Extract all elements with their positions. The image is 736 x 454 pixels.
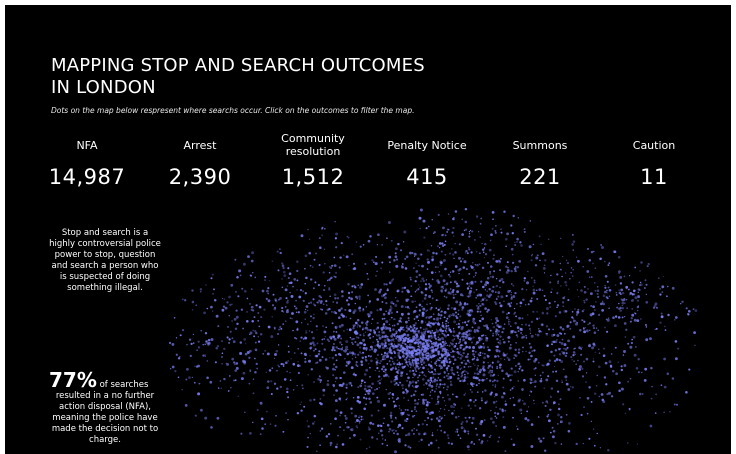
dashboard-frame: MAPPING STOP AND SEARCH OUTCOMES IN LONDO… xyxy=(5,5,731,454)
outcome-arrest[interactable]: Arrest 2,390 xyxy=(145,129,255,190)
outcome-caution[interactable]: Caution 11 xyxy=(599,129,709,190)
outcome-value: 221 xyxy=(519,165,561,189)
stop-and-search-description: Stop and search is a highly controversia… xyxy=(49,228,161,293)
outcome-label: Summons xyxy=(512,138,568,152)
outcome-value: 415 xyxy=(406,165,448,189)
outcome-value: 14,987 xyxy=(48,165,126,189)
london-dot-map[interactable] xyxy=(165,200,705,454)
nfa-percentage-explanation: resulted in a no further action disposal… xyxy=(51,391,159,445)
nfa-percentage: 77% xyxy=(49,368,97,392)
outcome-value: 11 xyxy=(640,165,668,189)
outcome-label: NFA xyxy=(76,138,98,152)
nfa-percentage-label: of searches xyxy=(99,380,149,390)
outcome-label: Arrest xyxy=(183,138,217,152)
page-subtitle: Dots on the map below respresent where s… xyxy=(51,106,415,115)
outcome-summons[interactable]: Summons 221 xyxy=(485,129,595,190)
outcome-label: Caution xyxy=(632,138,676,152)
outcome-penalty-notice[interactable]: Penalty Notice 415 xyxy=(372,129,482,190)
outcome-value: 1,512 xyxy=(281,165,345,189)
page-title: MAPPING STOP AND SEARCH OUTCOMES IN LONDO… xyxy=(51,55,425,98)
outcome-label: Penalty Notice xyxy=(387,138,467,152)
outcome-nfa[interactable]: NFA 14,987 xyxy=(32,129,142,190)
outcome-value: 2,390 xyxy=(168,165,232,189)
outcome-community-resolution[interactable]: Community resolution 1,512 xyxy=(258,129,368,189)
outcome-label: Community resolution xyxy=(281,132,345,158)
nfa-percentage-callout: 77% of searches resulted in a no further… xyxy=(49,370,161,446)
